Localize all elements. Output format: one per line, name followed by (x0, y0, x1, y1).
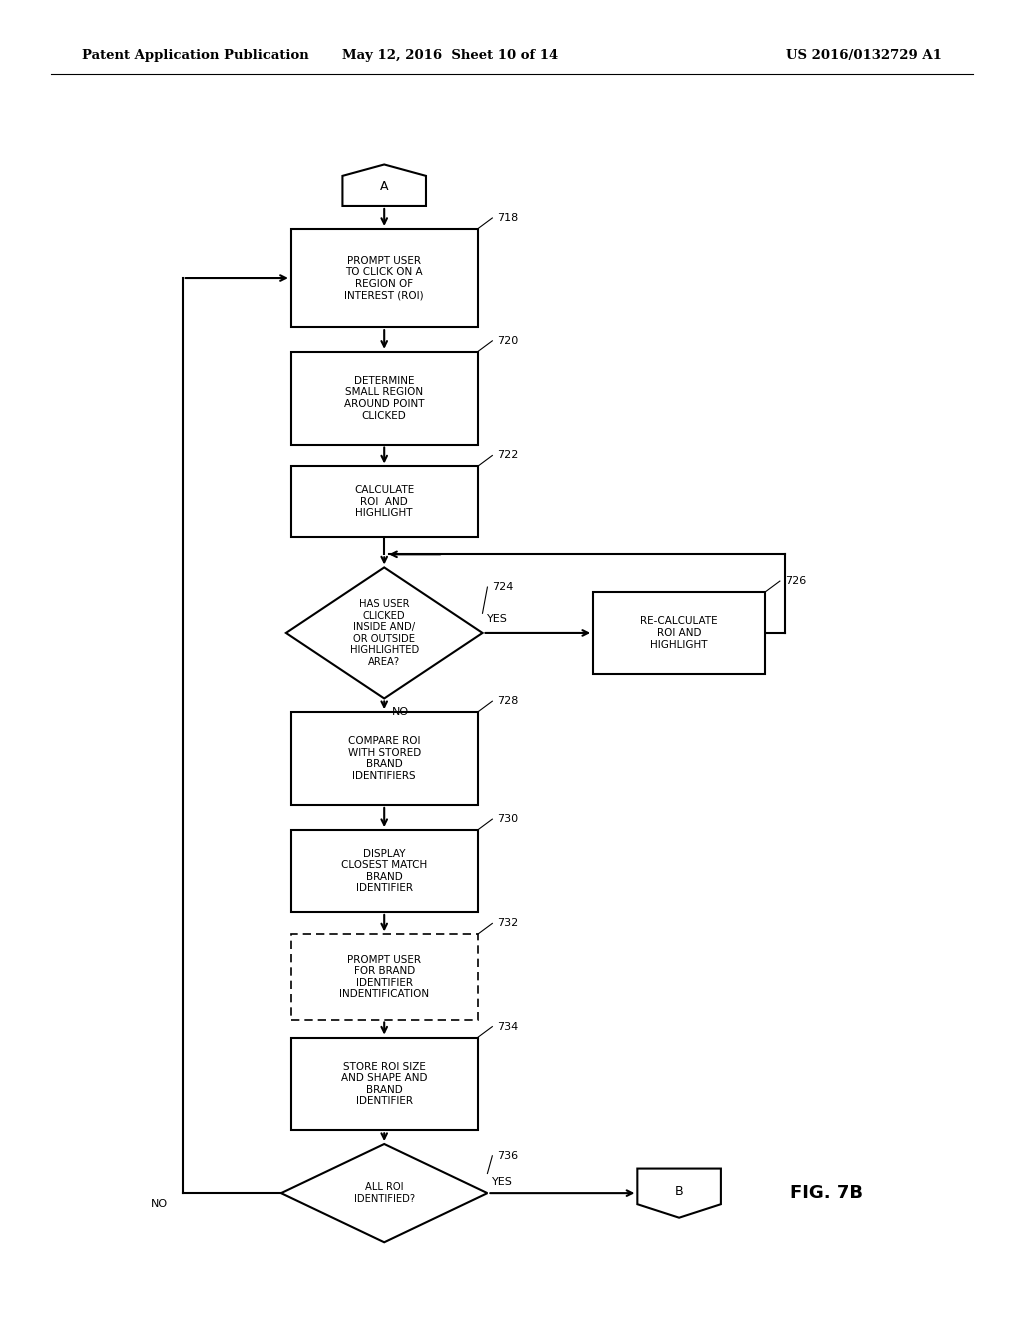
Text: 732: 732 (498, 919, 518, 928)
Text: NO: NO (151, 1199, 168, 1209)
Text: 722: 722 (498, 450, 518, 461)
Text: 724: 724 (493, 582, 514, 593)
Text: DETERMINE
SMALL REGION
AROUND POINT
CLICKED: DETERMINE SMALL REGION AROUND POINT CLIC… (344, 376, 425, 421)
FancyBboxPatch shape (593, 591, 765, 675)
Text: May 12, 2016  Sheet 10 of 14: May 12, 2016 Sheet 10 of 14 (342, 49, 559, 62)
FancyBboxPatch shape (291, 466, 477, 537)
Text: B: B (675, 1184, 683, 1197)
Text: RE-CALCULATE
ROI AND
HIGHLIGHT: RE-CALCULATE ROI AND HIGHLIGHT (640, 616, 718, 649)
Text: 734: 734 (498, 1022, 518, 1032)
Text: YES: YES (493, 1176, 513, 1187)
Text: FIG. 7B: FIG. 7B (791, 1184, 863, 1203)
FancyBboxPatch shape (291, 830, 477, 912)
Polygon shape (637, 1168, 721, 1218)
FancyBboxPatch shape (291, 711, 477, 805)
Text: PROMPT USER
FOR BRAND
IDENTIFIER
INDENTIFICATION: PROMPT USER FOR BRAND IDENTIFIER INDENTI… (339, 954, 429, 999)
Text: 720: 720 (498, 335, 518, 346)
Polygon shape (342, 165, 426, 206)
Polygon shape (286, 568, 482, 698)
Text: 718: 718 (498, 213, 518, 223)
FancyBboxPatch shape (291, 935, 477, 1019)
Text: 728: 728 (498, 696, 518, 706)
Text: COMPARE ROI
WITH STORED
BRAND
IDENTIFIERS: COMPARE ROI WITH STORED BRAND IDENTIFIER… (347, 737, 421, 781)
FancyBboxPatch shape (291, 1038, 477, 1130)
FancyBboxPatch shape (291, 228, 477, 327)
Text: Patent Application Publication: Patent Application Publication (82, 49, 308, 62)
Text: US 2016/0132729 A1: US 2016/0132729 A1 (786, 49, 942, 62)
Text: HAS USER
CLICKED
INSIDE AND/
OR OUTSIDE
HIGHLIGHTED
AREA?: HAS USER CLICKED INSIDE AND/ OR OUTSIDE … (349, 599, 419, 667)
Text: A: A (380, 181, 388, 194)
Text: STORE ROI SIZE
AND SHAPE AND
BRAND
IDENTIFIER: STORE ROI SIZE AND SHAPE AND BRAND IDENT… (341, 1061, 427, 1106)
Text: 730: 730 (498, 814, 518, 824)
Text: NO: NO (392, 708, 410, 717)
FancyBboxPatch shape (291, 351, 477, 445)
Text: 726: 726 (784, 576, 806, 586)
Text: 736: 736 (498, 1151, 518, 1160)
Text: CALCULATE
ROI  AND
HIGHLIGHT: CALCULATE ROI AND HIGHLIGHT (354, 486, 415, 519)
Text: PROMPT USER
TO CLICK ON A
REGION OF
INTEREST (ROI): PROMPT USER TO CLICK ON A REGION OF INTE… (344, 256, 424, 301)
Text: YES: YES (487, 614, 508, 624)
Text: DISPLAY
CLOSEST MATCH
BRAND
IDENTIFIER: DISPLAY CLOSEST MATCH BRAND IDENTIFIER (341, 849, 427, 894)
Polygon shape (281, 1144, 487, 1242)
Text: ALL ROI
IDENTIFIED?: ALL ROI IDENTIFIED? (353, 1183, 415, 1204)
